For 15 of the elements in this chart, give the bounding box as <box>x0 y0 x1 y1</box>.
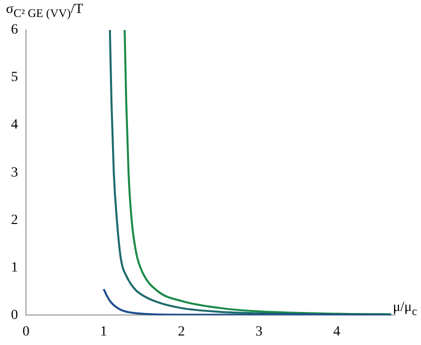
y-tick-label: 6 <box>11 22 18 38</box>
y-tick-label: 3 <box>11 165 18 180</box>
x-tick-label: 0 <box>22 324 30 340</box>
y-tick-label: 5 <box>11 70 18 86</box>
x-tick-label: 1 <box>100 324 108 340</box>
x-axis-title: μ/μ$_{c}$ <box>392 300 417 318</box>
x-tick-label: 3 <box>256 324 263 340</box>
x-tick-label: 4 <box>333 324 340 340</box>
y-tick-label: 0 <box>11 308 18 323</box>
y-tick-label: 2 <box>11 212 18 228</box>
y-axis-title: σ$_{C² GE (VV)}$/T <box>6 2 84 20</box>
x-tick-label: 2 <box>178 324 185 340</box>
y-tick-label: 4 <box>11 118 18 133</box>
line-series <box>102 288 392 316</box>
y-tick-label: 1 <box>11 260 18 276</box>
